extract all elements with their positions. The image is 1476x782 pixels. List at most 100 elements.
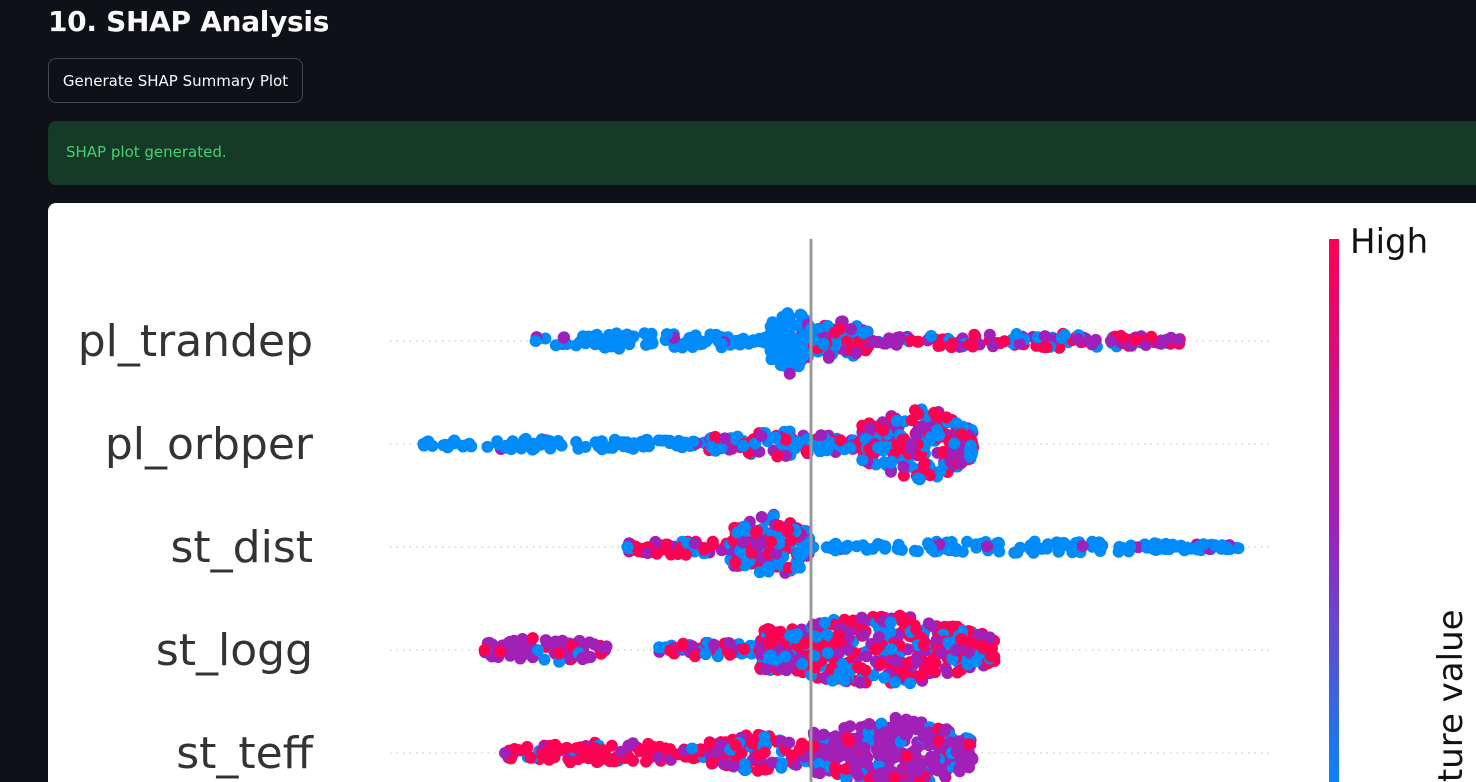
- shap-point: [938, 725, 951, 738]
- shap-point: [900, 750, 913, 763]
- shap-point: [793, 319, 806, 332]
- shap-point: [872, 441, 884, 454]
- shap-point: [955, 428, 968, 441]
- shap-point: [549, 635, 562, 648]
- shap-point: [520, 647, 533, 660]
- shap-point: [1076, 540, 1089, 553]
- shap-point: [884, 616, 897, 629]
- shap-point: [829, 730, 842, 743]
- success-alert: SHAP plot generated.: [48, 121, 1476, 185]
- shap-point: [821, 647, 834, 659]
- shap-point: [941, 667, 954, 679]
- shap-point: [998, 335, 1011, 348]
- shap-point: [891, 331, 904, 344]
- shap-point: [597, 642, 610, 654]
- shap-point: [904, 438, 917, 451]
- shap-point: [951, 666, 964, 679]
- shap-point: [665, 548, 677, 561]
- shap-summary-plot: pl_trandep pl_orbper st_dist st_logg st_teff…: [78, 222, 1471, 782]
- shap-point: [1096, 539, 1109, 552]
- shap-point: [818, 616, 831, 629]
- shap-point: [615, 745, 628, 758]
- swarm-st_teff: [499, 711, 979, 782]
- shap-point: [705, 539, 718, 552]
- shap-point: [884, 456, 897, 469]
- shap-point: [963, 338, 976, 351]
- shap-point: [798, 637, 811, 650]
- feature-label-st_teff: st_teff: [176, 728, 314, 779]
- shap-point: [626, 737, 639, 750]
- shap-point: [889, 655, 902, 668]
- shap-point: [826, 674, 839, 687]
- shap-point: [858, 742, 871, 754]
- shap-point: [660, 328, 673, 341]
- shap-point: [856, 454, 869, 467]
- shap-point: [915, 669, 928, 682]
- shap-point: [864, 422, 877, 435]
- shap-point: [576, 751, 589, 764]
- shap-point: [1145, 330, 1158, 343]
- shap-point: [652, 434, 665, 447]
- shap-point: [900, 713, 913, 726]
- shap-point: [687, 435, 700, 448]
- shap-point: [579, 440, 592, 453]
- swarm-st_dist: [621, 508, 1245, 579]
- shap-point: [703, 736, 716, 749]
- shap-point: [911, 425, 923, 438]
- shap-point: [794, 308, 807, 321]
- shap-point: [852, 661, 864, 674]
- shap-point: [784, 534, 797, 547]
- shap-point: [912, 408, 925, 421]
- swarm-pl_trandep: [529, 307, 1186, 380]
- shap-point: [821, 628, 834, 641]
- shap-point: [1008, 546, 1021, 559]
- shap-point: [755, 511, 768, 523]
- shap-point: [871, 336, 884, 349]
- shap-point: [675, 640, 688, 652]
- shap-point: [857, 327, 870, 340]
- success-message: SHAP plot generated.: [66, 143, 227, 161]
- shap-point: [963, 761, 975, 774]
- shap-point: [893, 609, 906, 622]
- shap-point: [784, 629, 797, 642]
- shap-point: [1209, 539, 1221, 552]
- shap-point: [918, 457, 931, 470]
- shap-point: [783, 736, 796, 749]
- generate-shap-button[interactable]: Generate SHAP Summary Plot: [48, 58, 303, 103]
- shap-point: [738, 758, 751, 771]
- shap-point: [832, 629, 845, 642]
- shap-point: [603, 752, 616, 765]
- shap-point: [729, 556, 742, 569]
- shap-point: [605, 340, 618, 353]
- shap-point: [777, 663, 790, 675]
- shap-point: [506, 435, 519, 448]
- shap-point: [646, 337, 659, 350]
- shap-point: [810, 630, 823, 643]
- shap-point: [820, 541, 833, 554]
- feature-label-st_logg: st_logg: [156, 625, 313, 676]
- shap-point: [608, 433, 621, 446]
- shap-point: [948, 437, 961, 450]
- colorbar-axis-label: ature value: [1431, 609, 1471, 782]
- shap-point: [689, 650, 701, 663]
- shap-point: [925, 330, 938, 342]
- shap-point: [1104, 334, 1117, 347]
- shap-point: [751, 764, 764, 777]
- shap-point: [970, 541, 983, 554]
- shap-point: [934, 339, 947, 352]
- shap-point: [888, 771, 901, 782]
- shap-point: [796, 548, 809, 561]
- shap-point: [1197, 538, 1210, 551]
- shap-point: [776, 759, 788, 772]
- shap-point: [711, 650, 724, 663]
- shap-point: [1010, 328, 1023, 340]
- shap-point: [884, 465, 897, 478]
- shap-point: [675, 437, 687, 450]
- shap-point: [1027, 546, 1040, 559]
- shap-point: [774, 359, 787, 371]
- shap-point: [935, 646, 948, 659]
- shap-point: [618, 330, 631, 343]
- shap-point: [746, 737, 759, 750]
- shap-point: [679, 548, 692, 561]
- shap-point: [494, 645, 507, 658]
